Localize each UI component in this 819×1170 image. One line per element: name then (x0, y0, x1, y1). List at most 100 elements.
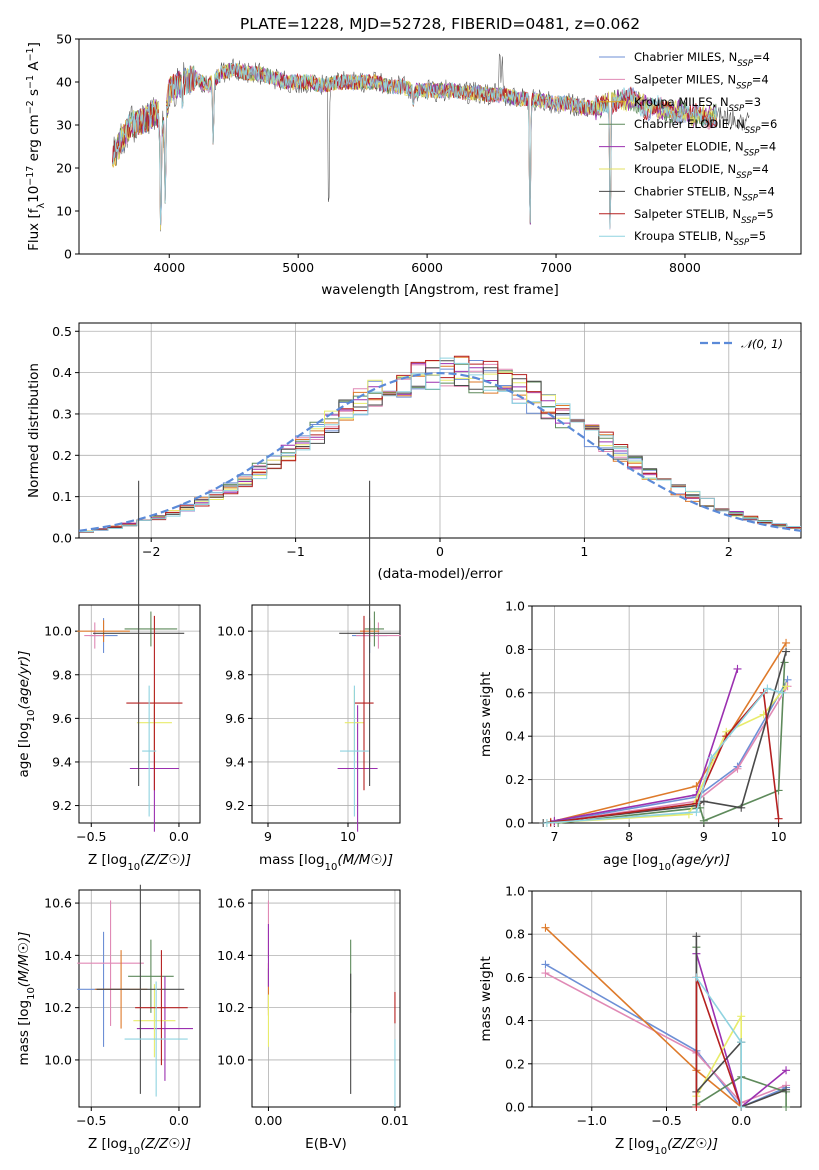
residuals-ytick-label: 0.4 (52, 365, 72, 380)
weight-vs-Z-point-marker (692, 1103, 701, 1111)
weight-vs-age-point-marker (684, 810, 693, 819)
weight-vs-Z-ytick-label: 0.0 (505, 1100, 525, 1115)
age-vs-Z-xlabel: Z [log10(Z/Z☉)] (88, 852, 191, 873)
mass-vs-Z-xtick-label: 0.0 (169, 1113, 189, 1128)
spectrum-ytick-label: 0 (64, 247, 72, 262)
mass-vs-Z-ytick-label: 10.0 (44, 1052, 72, 1067)
age-vs-Z-ytick-label: 9.4 (52, 754, 72, 769)
residuals-xtick-label: −2 (142, 544, 160, 559)
weight-vs-age-point-marker (699, 797, 708, 806)
weight-vs-Z-point-marker (541, 960, 550, 969)
weight-vs-age-point-marker (782, 638, 791, 647)
residuals-legend-entry: 𝒩(0, 1) (741, 337, 783, 351)
weight-vs-age-point-marker (763, 684, 772, 693)
weight-vs-Z-series-line (695, 977, 742, 1108)
weight-vs-age-xtick-label: 7 (550, 829, 558, 844)
spectrum-xtick-label: 5000 (282, 260, 314, 275)
residuals-xlabel: (data-model)/error (377, 566, 503, 582)
residuals-ylabel: Normed distribution (26, 363, 42, 498)
weight-vs-age-point-marker (778, 688, 787, 697)
spectrum-legend-entry: Salpeter STELIB, NSSP=5 (634, 207, 774, 226)
mass-vs-Z-ylabel: mass [log10(M/M☉)] (16, 931, 37, 1065)
spectrum-legend-entry: Chabrier ELODIE, NSSP=6 (634, 117, 777, 136)
weight-vs-age-ytick-label: 0.2 (505, 772, 525, 787)
residuals-xtick-label: 0 (436, 544, 444, 559)
weight-vs-Z-point-marker (782, 1066, 791, 1075)
weight-vs-age-point-marker (692, 808, 701, 817)
residuals-gaussian-curve (78, 371, 802, 532)
weight-vs-age-xtick-label: 9 (700, 829, 708, 844)
age-vs-mass-frame (251, 604, 401, 824)
weight-vs-Z-point-marker (541, 923, 550, 932)
weight-vs-Z-axes (528, 890, 802, 1111)
age-vs-Z-ytick-label: 9.8 (52, 667, 72, 682)
age-vs-mass-ytick-label: 9.8 (225, 667, 245, 682)
age-vs-Z-axes (75, 604, 201, 827)
mass-vs-EBV-ytick-label: 10.2 (217, 1000, 245, 1015)
age-vs-Z-ylabel: age [log10(age/yr)] (16, 650, 37, 777)
weight-vs-Z-point-marker (737, 1038, 746, 1047)
age-vs-Z-frame (78, 604, 201, 824)
weight-vs-Z-point-marker (782, 1085, 791, 1094)
weight-vs-age-point-marker (733, 664, 742, 673)
residuals-ytick-label: 0.1 (52, 489, 72, 504)
residuals-xtick-label: 2 (725, 544, 733, 559)
weight-vs-age-point-marker (774, 814, 783, 823)
weight-vs-Z-point-marker (692, 973, 701, 982)
age-vs-Z-ytick-label: 9.6 (52, 711, 72, 726)
spectrum-frame (78, 38, 802, 255)
spectrum-legend-entry: Chabrier MILES, NSSP=4 (634, 50, 770, 69)
mass-vs-EBV-xlabel: E(B-V) (305, 1136, 347, 1152)
weight-vs-Z-series-line (544, 927, 742, 1108)
residuals-ytick-label: 0.0 (52, 531, 72, 546)
residuals-ytick-label: 0.2 (52, 448, 72, 463)
mass-vs-Z-ytick-label: 10.4 (44, 948, 72, 963)
weight-vs-Z-xlabel: Z [log10(Z/Z☉)] (615, 1136, 718, 1157)
mass-vs-Z-xtick-label: −0.5 (76, 1113, 106, 1128)
mass-vs-EBV-xtick-label: 0.00 (255, 1113, 283, 1128)
age-vs-mass-ytick-label: 9.2 (225, 798, 245, 813)
mass-vs-Z-ytick-label: 10.6 (44, 896, 72, 911)
spectrum-xlabel: wavelength [Angstrom, rest frame] (321, 282, 559, 298)
weight-vs-Z-point-marker (692, 932, 701, 941)
age-vs-Z-ytick-label: 10.0 (44, 624, 72, 639)
spectrum-xtick-label: 8000 (669, 260, 701, 275)
age-vs-Z-ytick-label: 9.2 (52, 798, 72, 813)
weight-vs-age-ytick-label: 1.0 (505, 599, 525, 614)
weight-vs-age-point-marker (733, 764, 742, 773)
weight-vs-age-series-line (554, 679, 789, 823)
mass-vs-EBV-ytick-label: 10.4 (217, 948, 245, 963)
weight-vs-age-point-marker (699, 816, 708, 825)
weight-vs-Z-ytick-label: 0.6 (505, 970, 525, 985)
weight-vs-age-point-marker (542, 819, 551, 827)
weight-vs-Z-xtick-label: 0.0 (731, 1113, 751, 1128)
spectrum-legend-entry: Salpeter ELODIE, NSSP=4 (634, 140, 776, 159)
age-vs-Z-xtick-label: 0.0 (169, 829, 189, 844)
residuals-xtick-label: −1 (286, 544, 304, 559)
spectrum-xtick-label: 7000 (540, 260, 572, 275)
weight-vs-Z-point-marker (737, 1103, 746, 1111)
mass-vs-Z-ytick-label: 10.2 (44, 1000, 72, 1015)
spectrum-legend-entry: Kroupa ELODIE, NSSP=4 (634, 162, 769, 181)
weight-vs-age-point-marker (707, 753, 716, 762)
weight-vs-age-point-marker (737, 803, 746, 812)
spectrum-xtick-label: 6000 (411, 260, 443, 275)
mass-vs-Z-axes (75, 889, 201, 1111)
mass-vs-EBV-xtick-label: 0.01 (381, 1113, 409, 1128)
weight-vs-age-ylabel: mass weight (478, 672, 494, 757)
spectrum-axes (75, 38, 802, 258)
residuals-ytick-label: 0.5 (52, 324, 72, 339)
spectrum-legend-entry: Salpeter MILES, NSSP=4 (634, 72, 769, 91)
spectrum-ytick-label: 40 (56, 75, 72, 90)
weight-vs-age-xtick-label: 10 (771, 829, 787, 844)
mass-vs-Z-xlabel: Z [log10(Z/Z☉)] (88, 1136, 191, 1157)
spectrum-title: PLATE=1228, MJD=52728, FIBERID=0481, z=0… (240, 15, 640, 33)
weight-vs-age-series-line (550, 642, 787, 823)
weight-vs-age-ytick-label: 0.6 (505, 685, 525, 700)
spectrum-legend-entry: Chabrier STELIB, NSSP=4 (634, 184, 775, 203)
weight-vs-age-xlabel: age [log10(age/yr)] (603, 852, 730, 873)
age-vs-mass-xtick-label: 9 (264, 829, 272, 844)
weight-vs-age-point-marker (782, 647, 791, 656)
weight-vs-Z-ylabel: mass weight (478, 956, 494, 1041)
